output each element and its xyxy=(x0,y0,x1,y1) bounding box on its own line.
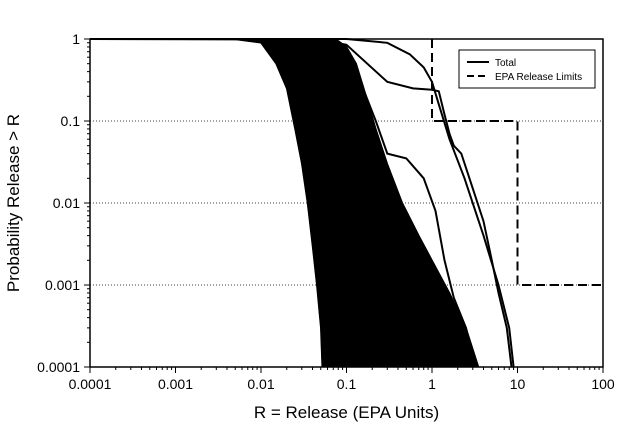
total-realization-line xyxy=(90,38,515,368)
y-axis-label: Probability Release > R xyxy=(4,114,23,292)
envelope-lower-line xyxy=(89,38,323,368)
x-tick-label: 10 xyxy=(510,376,526,392)
x-tick-label: 0.001 xyxy=(158,376,193,392)
y-tick-label: 1 xyxy=(72,31,80,47)
y-tick-labels: 1 0.1 0.01 0.001 0.0001 xyxy=(37,31,80,375)
x-tick-label: 0.1 xyxy=(337,376,357,392)
x-tick-label: 1 xyxy=(428,376,436,392)
y-tick-label: 0.1 xyxy=(61,113,81,129)
legend-label-epa-limits: EPA Release Limits xyxy=(495,72,582,83)
x-tick-label: 0.01 xyxy=(247,376,274,392)
x-tick-label: 0.0001 xyxy=(69,376,112,392)
x-tick-label: 100 xyxy=(591,376,615,392)
series-lines xyxy=(89,38,603,368)
legend-box xyxy=(458,49,596,89)
axis-ticks xyxy=(84,38,604,373)
x-tick-labels: 0.0001 0.001 0.01 0.1 1 10 100 xyxy=(69,376,615,392)
total-realization-line xyxy=(89,38,477,368)
legend: Total EPA Release Limits xyxy=(458,49,596,89)
y-tick-label: 0.01 xyxy=(53,195,80,211)
y-tick-label: 0.0001 xyxy=(37,359,80,375)
legend-label-total: Total xyxy=(495,58,516,69)
y-tick-label: 0.001 xyxy=(45,277,80,293)
x-axis-label: R = Release (EPA Units) xyxy=(254,403,439,422)
total-realization-line xyxy=(90,38,513,368)
